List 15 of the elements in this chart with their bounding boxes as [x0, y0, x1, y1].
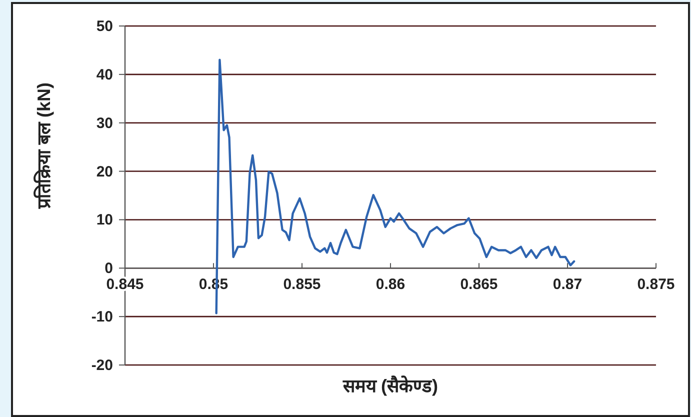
x-tick-label: 0.875: [637, 276, 675, 294]
y-tick-label: 20: [96, 163, 113, 180]
x-tick-label: 0.87: [552, 276, 582, 294]
y-tick-label: 50: [96, 18, 113, 35]
y-tick-label: 0: [104, 260, 113, 278]
x-tick-label: 0.86: [376, 276, 406, 294]
y-tick-label: 40: [96, 66, 113, 84]
y-tick-label: -10: [91, 308, 113, 326]
x-axis-title: समय (सैकेण्ड): [342, 375, 438, 396]
y-tick-label: -20: [91, 357, 113, 374]
x-tick-label: 0.865: [460, 276, 498, 294]
y-axis-title: प्रतिक्रिया बल (kN): [33, 82, 54, 210]
y-tick-label: 30: [96, 114, 113, 132]
x-tick-label: 0.855: [283, 276, 321, 294]
y-tick-label: 10: [96, 212, 113, 229]
